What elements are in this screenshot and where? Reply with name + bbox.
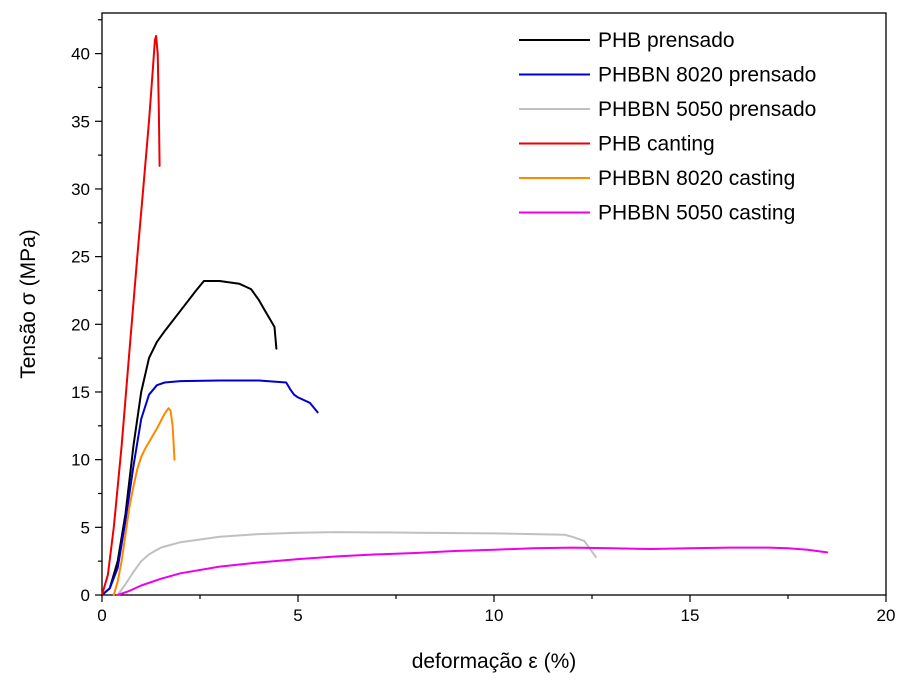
x-tick-label: 0 bbox=[97, 606, 106, 625]
series-line-6 bbox=[116, 546, 829, 596]
legend-label-4: PHB canting bbox=[598, 133, 715, 156]
legend-label-5: PHBBN 8020 casting bbox=[598, 167, 795, 190]
y-tick-label: 35 bbox=[71, 112, 90, 131]
legend-label-3: PHBBN 5050 prensado bbox=[598, 98, 816, 121]
axes-group: 0 5 10 15 20 0 5 10 15 20 25 30 35 40 bbox=[71, 19, 896, 625]
series-line-4 bbox=[101, 35, 161, 596]
legend-label-6: PHBBN 5050 casting bbox=[598, 202, 795, 225]
y-axis-title: Tensão σ (MPa) bbox=[17, 229, 40, 379]
y-tick-label: 10 bbox=[71, 451, 90, 470]
x-tick-label: 20 bbox=[877, 606, 896, 625]
series-group bbox=[101, 35, 829, 596]
x-tick-label: 15 bbox=[681, 606, 700, 625]
legend-label-2: PHBBN 8020 prensado bbox=[598, 64, 816, 87]
series-line-2 bbox=[101, 379, 319, 596]
y-tick-label: 40 bbox=[71, 45, 90, 64]
y-tick-label: 30 bbox=[71, 180, 90, 199]
series-line-1 bbox=[101, 280, 278, 596]
legend: PHB prensado PHBBN 8020 prensado PHBBN 505… bbox=[519, 29, 816, 225]
y-tick-label: 5 bbox=[81, 518, 90, 537]
x-tick-label: 10 bbox=[485, 606, 504, 625]
series-line-3 bbox=[116, 531, 597, 596]
series-line-5 bbox=[112, 407, 176, 596]
y-tick-label: 15 bbox=[71, 383, 90, 402]
y-tick-label: 25 bbox=[71, 248, 90, 267]
y-tick-label: 20 bbox=[71, 315, 90, 334]
x-tick-label: 5 bbox=[293, 606, 302, 625]
x-axis-title: deformação ε (%) bbox=[412, 650, 577, 673]
y-tick-label: 0 bbox=[81, 586, 90, 605]
legend-label-1: PHB prensado bbox=[598, 29, 735, 52]
